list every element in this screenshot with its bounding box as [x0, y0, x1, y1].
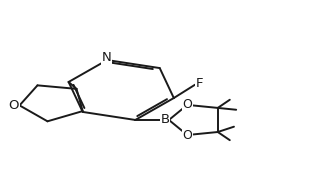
Text: N: N [101, 51, 111, 64]
Text: O: O [183, 98, 192, 111]
Text: F: F [196, 77, 203, 90]
Text: O: O [9, 99, 19, 112]
Text: B: B [160, 113, 170, 127]
Text: O: O [183, 129, 192, 142]
